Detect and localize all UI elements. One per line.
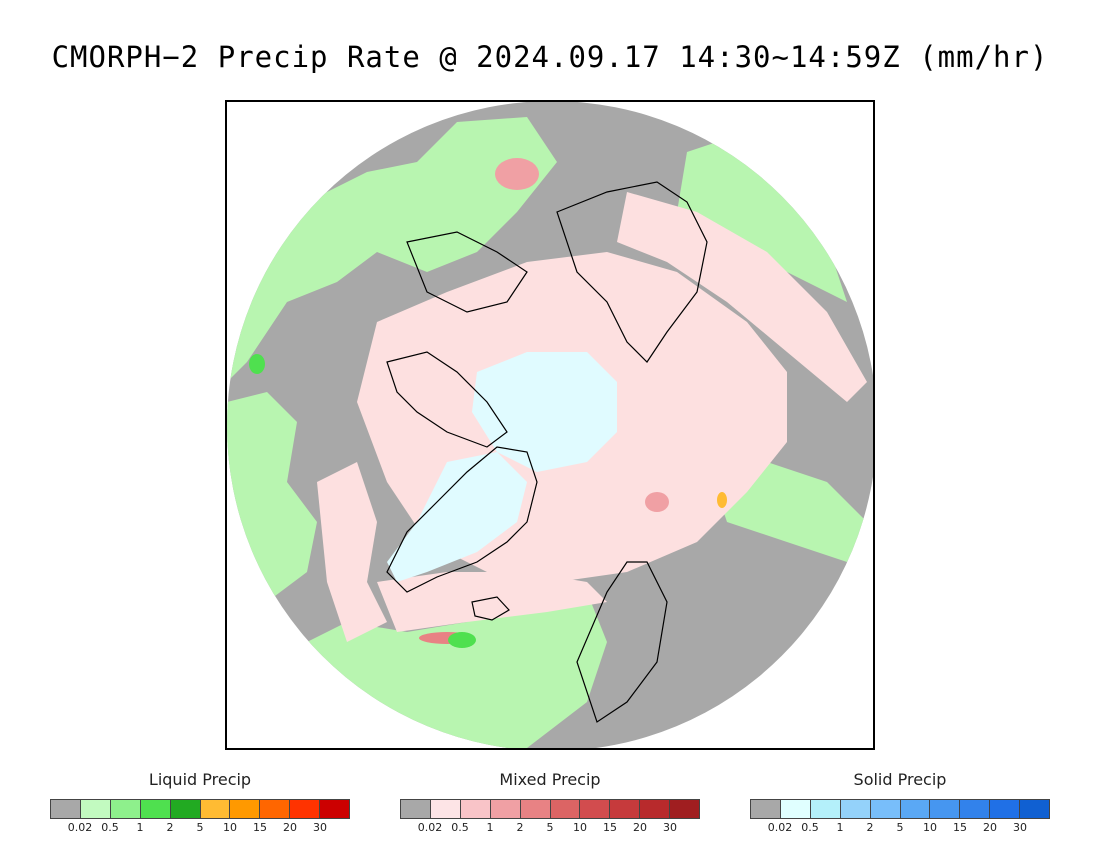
mixed-cell-siberia bbox=[645, 492, 669, 512]
legend-swatch bbox=[260, 800, 291, 818]
legend-swatch bbox=[870, 800, 901, 818]
legend-swatch bbox=[1020, 800, 1050, 818]
legend-swatch bbox=[900, 800, 931, 818]
legend-swatch bbox=[780, 800, 811, 818]
mixed-region-north-atlantic bbox=[377, 572, 607, 632]
legend-tick-label: 2 bbox=[166, 821, 174, 834]
legend-swatch bbox=[990, 800, 1021, 818]
legend-swatch bbox=[670, 800, 700, 818]
coastline-greenland bbox=[386, 446, 538, 593]
mixed-region-greenland-rim bbox=[317, 462, 387, 642]
legend-tick-label: 1 bbox=[486, 821, 494, 834]
legend-swatch bbox=[580, 800, 611, 818]
liquid-region-northeast-asia bbox=[677, 132, 847, 302]
liquid-cell-atlantic bbox=[448, 632, 476, 648]
legend-swatch bbox=[80, 800, 111, 818]
coastlines bbox=[386, 181, 708, 723]
legend-tick-label: 15 bbox=[253, 821, 267, 834]
coastline-canadian-archipelago bbox=[386, 351, 508, 448]
legend-swatch bbox=[51, 800, 81, 818]
legend-mixed: Mixed Precip 0.02 0.5 1 2 5 10 15 20 30 bbox=[400, 770, 700, 834]
legend-mixed-swatches bbox=[400, 799, 700, 819]
legend-tick-label: 20 bbox=[283, 821, 297, 834]
legend-tick-label: 5 bbox=[546, 821, 554, 834]
legend-liquid-ticks: 0.02 0.5 1 2 5 10 15 20 30 bbox=[50, 819, 350, 834]
legend-swatch bbox=[960, 800, 991, 818]
coastline-alaska bbox=[406, 231, 528, 313]
legend-swatch bbox=[401, 800, 431, 818]
legend-solid-swatches bbox=[750, 799, 1050, 819]
legend-swatch bbox=[520, 800, 551, 818]
legend-tick-label: 15 bbox=[603, 821, 617, 834]
legend-swatch bbox=[550, 800, 581, 818]
liquid-cell-east bbox=[717, 492, 727, 508]
legend-tick-label: 30 bbox=[663, 821, 677, 834]
legend-liquid: Liquid Precip 0.02 0.5 1 2 5 10 15 20 30 bbox=[50, 770, 350, 834]
legend-swatch bbox=[170, 800, 201, 818]
legend-mixed-title: Mixed Precip bbox=[499, 770, 601, 789]
legend-swatch bbox=[110, 800, 141, 818]
legend-tick-label: 2 bbox=[866, 821, 874, 834]
polar-map-frame bbox=[225, 100, 875, 750]
legend-tick-label: 1 bbox=[836, 821, 844, 834]
legend-swatch bbox=[230, 800, 261, 818]
legend-solid: Solid Precip 0.02 0.5 1 2 5 10 15 20 30 bbox=[750, 770, 1050, 834]
solid-region-arctic-ocean bbox=[472, 352, 617, 472]
legend-tick-label: 30 bbox=[1013, 821, 1027, 834]
map-title: CMORPH−2 Precip Rate @ 2024.09.17 14:30~… bbox=[51, 40, 1049, 74]
legend-tick-label: 30 bbox=[313, 821, 327, 834]
legend-swatch bbox=[810, 800, 841, 818]
legend-swatch bbox=[840, 800, 871, 818]
legend-tick-label: 20 bbox=[983, 821, 997, 834]
legend-solid-ticks: 0.02 0.5 1 2 5 10 15 20 30 bbox=[750, 819, 1050, 834]
coastline-siberia bbox=[556, 181, 708, 363]
legend-swatch bbox=[290, 800, 321, 818]
legend-tick-label: 0.02 bbox=[67, 821, 93, 834]
legend-tick-label: 20 bbox=[633, 821, 647, 834]
legend-liquid-title: Liquid Precip bbox=[148, 770, 252, 789]
liquid-region-north-pacific bbox=[227, 117, 557, 382]
legend-tick-label: 10 bbox=[223, 821, 237, 834]
legend-swatch bbox=[200, 800, 231, 818]
mixed-region-pacific-band bbox=[617, 192, 867, 402]
legend-tick-label: 10 bbox=[923, 821, 937, 834]
solid-region-greenland bbox=[387, 452, 527, 582]
polar-precip-map bbox=[227, 102, 873, 748]
legend-swatch bbox=[751, 800, 781, 818]
coastline-scandinavia bbox=[576, 561, 668, 723]
legend-tick-label: 0.5 bbox=[451, 821, 469, 834]
legend-tick-label: 15 bbox=[953, 821, 967, 834]
legend-swatch bbox=[930, 800, 961, 818]
legend-mixed-ticks: 0.02 0.5 1 2 5 10 15 20 30 bbox=[400, 819, 700, 834]
legend-swatch bbox=[140, 800, 171, 818]
legend-swatch bbox=[610, 800, 641, 818]
liquid-cell-west bbox=[249, 354, 265, 374]
legend-tick-label: 5 bbox=[896, 821, 904, 834]
legend-swatch bbox=[460, 800, 491, 818]
legend-tick-label: 2 bbox=[516, 821, 524, 834]
legend-swatch bbox=[430, 800, 461, 818]
legend-tick-label: 0.02 bbox=[417, 821, 443, 834]
legend-tick-label: 1 bbox=[136, 821, 144, 834]
coastline-iceland bbox=[471, 596, 510, 621]
legend-tick-label: 0.5 bbox=[801, 821, 819, 834]
legend-tick-label: 5 bbox=[196, 821, 204, 834]
legend-solid-title: Solid Precip bbox=[853, 770, 947, 789]
legend-liquid-swatches bbox=[50, 799, 350, 819]
precip-field bbox=[227, 117, 867, 748]
legend-tick-label: 0.5 bbox=[101, 821, 119, 834]
legend-swatch bbox=[320, 800, 350, 818]
legend-swatch bbox=[640, 800, 671, 818]
mixed-cell-bering bbox=[495, 158, 539, 190]
legend-tick-label: 10 bbox=[573, 821, 587, 834]
legend-swatch bbox=[490, 800, 521, 818]
legend-tick-label: 0.02 bbox=[767, 821, 793, 834]
